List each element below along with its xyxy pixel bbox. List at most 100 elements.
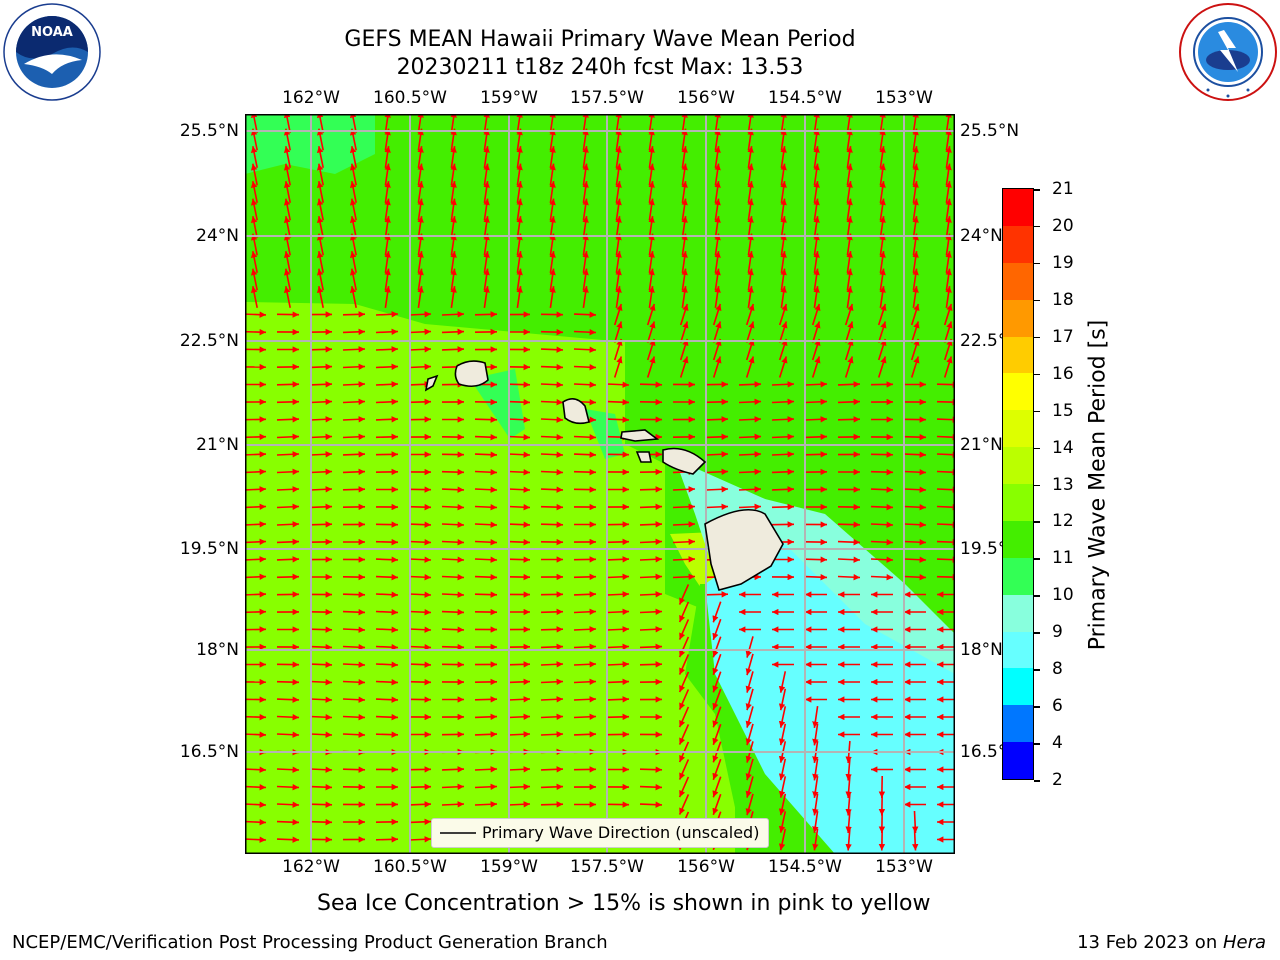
wave-arrow (245, 836, 267, 843)
wave-arrow (342, 766, 366, 773)
wave-arrow (309, 626, 333, 633)
wave-arrow (276, 486, 300, 493)
colorbar-tick-label: 18 (1052, 289, 1074, 310)
wave-arrow (903, 451, 927, 458)
wave-arrow (450, 285, 457, 309)
wave-arrow (606, 608, 630, 615)
wave-arrow (903, 556, 927, 563)
wave-arrow (936, 504, 955, 511)
wave-arrow (441, 783, 465, 790)
wave-arrow (540, 801, 564, 808)
colorbar-tick-label: 6 (1052, 696, 1063, 717)
colorbar-tick-label: 17 (1052, 326, 1074, 347)
wave-arrow (804, 573, 828, 581)
wave-arrow (646, 321, 656, 343)
wave-arrow (309, 731, 333, 738)
colorbar-tick-mark (1034, 558, 1040, 560)
wave-arrow (903, 521, 927, 528)
wave-arrow (474, 539, 498, 546)
wave-arrow (309, 398, 333, 405)
wave-arrow (245, 538, 267, 545)
wave-arrow (573, 468, 597, 476)
wave-arrow (778, 811, 787, 833)
wave-arrow (408, 644, 432, 651)
chart-title-line2: 20230211 t18z 240h fcst Max: 13.53 (396, 55, 804, 80)
wave-arrow (678, 759, 690, 780)
wave-arrow (245, 433, 267, 441)
colorbar-segment (1003, 742, 1033, 779)
wave-arrow (877, 338, 887, 361)
wave-arrow (573, 364, 597, 371)
wave-arrow (245, 573, 267, 580)
wave-arrow (408, 503, 432, 511)
graticule (245, 114, 955, 854)
wave-arrow (679, 356, 689, 378)
footer-machine: Hera (1222, 932, 1266, 953)
wave-arrow (613, 303, 623, 326)
wave-arrow (276, 556, 300, 563)
wave-arrow (474, 696, 498, 703)
wave-arrow (441, 801, 465, 808)
wave-arrow (943, 356, 953, 378)
wave-arrow (678, 794, 690, 815)
colorbar-tick-mark (1034, 373, 1040, 376)
wave-arrow (678, 724, 690, 745)
noaa-logo-text: NOAA (31, 25, 73, 40)
wave-arrow (507, 556, 531, 563)
colorbar-segment (1003, 520, 1033, 558)
wave-arrow (245, 328, 267, 336)
colorbar-segment (1003, 484, 1033, 521)
wave-arrow (540, 696, 564, 703)
colorbar-segment (1003, 336, 1033, 374)
wave-arrow (375, 538, 399, 546)
wave-arrow (712, 321, 722, 343)
wave-arrow (679, 321, 689, 343)
wave-arrow (250, 286, 258, 308)
wave-arrow (678, 619, 690, 640)
wave-arrow (375, 398, 399, 405)
colorbar-tick-label: 19 (1052, 252, 1074, 273)
wave-arrow (705, 433, 729, 441)
wave-arrow (375, 591, 399, 598)
period-field-kauai-channel (470, 369, 525, 439)
wave-arrow (812, 705, 819, 729)
wave-arrow (936, 451, 955, 458)
wave-arrow (778, 828, 787, 851)
wave-arrow (678, 584, 690, 605)
wave-arrow (771, 398, 795, 405)
wave-arrow (507, 766, 531, 773)
colorbar-segment (1003, 631, 1033, 669)
wave-arrow (837, 556, 861, 563)
wave-arrow (474, 451, 498, 458)
wave-arrow (441, 539, 465, 546)
wave-arrow (474, 521, 498, 528)
wave-arrow (342, 328, 366, 336)
colorbar-tick-mark (1034, 484, 1040, 486)
wave-arrow (845, 793, 852, 816)
wave-period-map (245, 114, 955, 854)
wave-arrow (342, 626, 366, 633)
colorbar-segment (1003, 705, 1033, 743)
wave-arrow (936, 434, 955, 441)
wave-arrow (738, 468, 762, 475)
lon-tick-top: 162°W (282, 88, 340, 108)
wave-arrow (540, 346, 564, 353)
wave-arrow (639, 521, 663, 528)
wave-arrow (877, 356, 887, 378)
wave-arrow (936, 398, 955, 406)
wave-arrow (309, 346, 333, 353)
wave-arrow (811, 303, 821, 326)
wave-arrow (678, 654, 690, 675)
colorbar-segment (1003, 668, 1033, 706)
wave-arrow (441, 468, 465, 476)
island-hawaii (704, 508, 784, 591)
wave-arrow (812, 810, 819, 834)
colorbar-segment (1003, 410, 1033, 448)
wave-arrow (474, 801, 498, 808)
wave-arrow (678, 689, 690, 710)
wave-arrow (441, 486, 465, 493)
wave-arrow (678, 706, 690, 728)
wave-arrow (408, 574, 432, 581)
wave-arrow (408, 801, 432, 808)
wave-arrow (408, 539, 432, 546)
